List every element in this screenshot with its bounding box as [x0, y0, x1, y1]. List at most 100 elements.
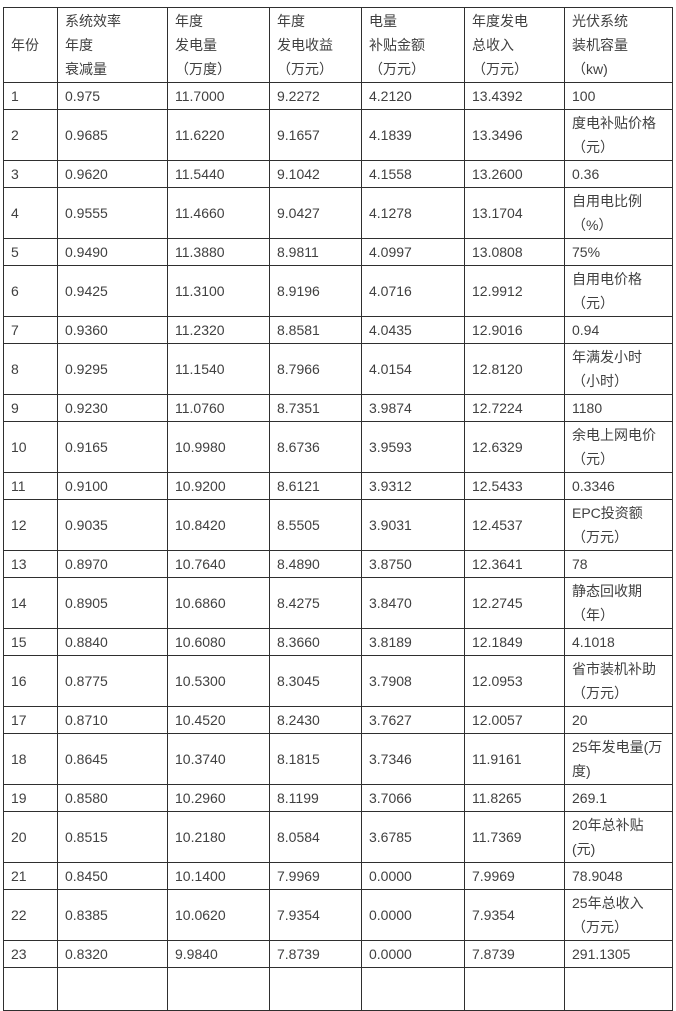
cell-annual-total-income: 12.9016: [464, 316, 565, 344]
cell-efficiency-decay: 0.8970: [57, 550, 168, 578]
cell-pv-system-param: 度电补贴价格（元）: [564, 109, 673, 161]
cell-annual-generation: 10.9200: [167, 472, 270, 500]
table-row: 12 0.9035 10.8420 8.5505 3.9031 12.4537 EPC投资额…: [3, 499, 673, 551]
cell-annual-total-income: 12.9912: [464, 265, 565, 317]
cell-subsidy-amount: 3.9312: [361, 472, 465, 500]
cell-annual-total-income: 7.9969: [464, 862, 565, 890]
partial-row: [3, 967, 673, 1011]
table-row: 14 0.8905 10.6860 8.4275 3.8470 12.2745 静态回收期（…: [3, 577, 673, 629]
cell-subsidy-amount: 0.0000: [361, 889, 465, 941]
cell-subsidy-amount: 3.9593: [361, 421, 465, 473]
cell-annual-revenue: 9.1657: [269, 109, 362, 161]
cell-annual-generation: 10.3740: [167, 733, 270, 785]
cell-efficiency-decay: 0.9295: [57, 343, 168, 395]
cell-annual-total-income: 12.3641: [464, 550, 565, 578]
cell-empty: [57, 967, 168, 1011]
cell-efficiency-decay: 0.8710: [57, 706, 168, 734]
cell-annual-total-income: 12.1849: [464, 628, 565, 656]
cell-pv-system-param: 余电上网电价（元）: [564, 421, 673, 473]
cell-annual-revenue: 8.2430: [269, 706, 362, 734]
cell-efficiency-decay: 0.8385: [57, 889, 168, 941]
cell-pv-system-param: 25年发电量(万度): [564, 733, 673, 785]
cell-year: 22: [3, 889, 58, 941]
cell-annual-revenue: 8.1815: [269, 733, 362, 785]
cell-pv-system-param: 78: [564, 550, 673, 578]
cell-annual-generation: 10.7640: [167, 550, 270, 578]
cell-annual-generation: 10.6860: [167, 577, 270, 629]
cell-annual-total-income: 13.3496: [464, 109, 565, 161]
table-row: 9 0.9230 11.0760 8.7351 3.9874 12.7224 1180: [3, 394, 673, 422]
cell-annual-generation: 11.4660: [167, 187, 270, 239]
table-footer-partial: [3, 967, 673, 1011]
cell-year: 15: [3, 628, 58, 656]
cell-year: 20: [3, 811, 58, 863]
cell-efficiency-decay: 0.8320: [57, 940, 168, 968]
table-row: 4 0.9555 11.4660 9.0427 4.1278 13.1704 自用电比例（%…: [3, 187, 673, 239]
cell-annual-revenue: 8.9196: [269, 265, 362, 317]
table-row: 18 0.8645 10.3740 8.1815 3.7346 11.9161 25年发电量…: [3, 733, 673, 785]
cell-subsidy-amount: 3.6785: [361, 811, 465, 863]
cell-annual-total-income: 7.9354: [464, 889, 565, 941]
cell-pv-system-param: 自用电比例（%）: [564, 187, 673, 239]
cell-pv-system-param: 0.94: [564, 316, 673, 344]
table-row: 5 0.9490 11.3880 8.9811 4.0997 13.0808 75%: [3, 238, 673, 266]
cell-annual-generation: 11.1540: [167, 343, 270, 395]
cell-annual-revenue: 9.1042: [269, 160, 362, 188]
cell-year: 14: [3, 577, 58, 629]
cell-annual-generation: 11.5440: [167, 160, 270, 188]
cell-annual-total-income: 13.0808: [464, 238, 565, 266]
cell-empty: [564, 967, 673, 1011]
cell-annual-generation: 11.6220: [167, 109, 270, 161]
cell-annual-revenue: 8.8581: [269, 316, 362, 344]
cell-subsidy-amount: 3.9874: [361, 394, 465, 422]
cell-efficiency-decay: 0.9620: [57, 160, 168, 188]
cell-efficiency-decay: 0.8645: [57, 733, 168, 785]
cell-pv-system-param: 自用电价格（元）: [564, 265, 673, 317]
cell-annual-revenue: 8.5505: [269, 499, 362, 551]
cell-year: 16: [3, 655, 58, 707]
cell-year: 4: [3, 187, 58, 239]
table-row: 23 0.8320 9.9840 7.8739 0.0000 7.8739 291.1305: [3, 940, 673, 968]
cell-subsidy-amount: 3.8189: [361, 628, 465, 656]
cell-subsidy-amount: 0.0000: [361, 940, 465, 968]
cell-efficiency-decay: 0.9490: [57, 238, 168, 266]
cell-pv-system-param: 25年总收入（万元）: [564, 889, 673, 941]
cell-subsidy-amount: 4.0716: [361, 265, 465, 317]
table-row: 3 0.9620 11.5440 9.1042 4.1558 13.2600 0.36: [3, 160, 673, 188]
cell-annual-total-income: 11.8265: [464, 784, 565, 812]
cell-efficiency-decay: 0.9165: [57, 421, 168, 473]
cell-efficiency-decay: 0.9425: [57, 265, 168, 317]
cell-year: 8: [3, 343, 58, 395]
cell-pv-system-param: 4.1018: [564, 628, 673, 656]
cell-year: 3: [3, 160, 58, 188]
table-row: 13 0.8970 10.7640 8.4890 3.8750 12.3641 78: [3, 550, 673, 578]
cell-pv-system-param: 0.36: [564, 160, 673, 188]
cell-efficiency-decay: 0.9685: [57, 109, 168, 161]
cell-annual-total-income: 12.7224: [464, 394, 565, 422]
cell-year: 1: [3, 82, 58, 110]
cell-annual-total-income: 11.7369: [464, 811, 565, 863]
table-row: 8 0.9295 11.1540 8.7966 4.0154 12.8120 年满发小时（小…: [3, 343, 673, 395]
cell-pv-system-param: 75%: [564, 238, 673, 266]
cell-year: 10: [3, 421, 58, 473]
cell-annual-revenue: 8.0584: [269, 811, 362, 863]
table-body: 1 0.975 11.7000 9.2272 4.2120 13.4392 100 2 0.96…: [3, 82, 673, 968]
cell-year: 19: [3, 784, 58, 812]
cell-annual-total-income: 12.5433: [464, 472, 565, 500]
cell-efficiency-decay: 0.9555: [57, 187, 168, 239]
table-row: 10 0.9165 10.9980 8.6736 3.9593 12.6329 余电上网电价…: [3, 421, 673, 473]
cell-efficiency-decay: 0.8775: [57, 655, 168, 707]
cell-annual-revenue: 8.4275: [269, 577, 362, 629]
table-row: 16 0.8775 10.5300 8.3045 3.7908 12.0953 省市装机补助…: [3, 655, 673, 707]
cell-subsidy-amount: 4.2120: [361, 82, 465, 110]
cell-subsidy-amount: 3.7908: [361, 655, 465, 707]
column-header-annual-generation: 年度 发电量 （万度）: [167, 7, 270, 83]
cell-annual-total-income: 13.2600: [464, 160, 565, 188]
table-row: 17 0.8710 10.4520 8.2430 3.7627 12.0057 20: [3, 706, 673, 734]
header-row: 年份 系统效率 年度 衰减量 年度 发电量 （万度） 年度 发电收益 （万元） …: [3, 7, 673, 83]
cell-annual-generation: 10.2180: [167, 811, 270, 863]
cell-annual-generation: 11.2320: [167, 316, 270, 344]
cell-annual-total-income: 12.0953: [464, 655, 565, 707]
cell-year: 2: [3, 109, 58, 161]
cell-subsidy-amount: 4.0435: [361, 316, 465, 344]
